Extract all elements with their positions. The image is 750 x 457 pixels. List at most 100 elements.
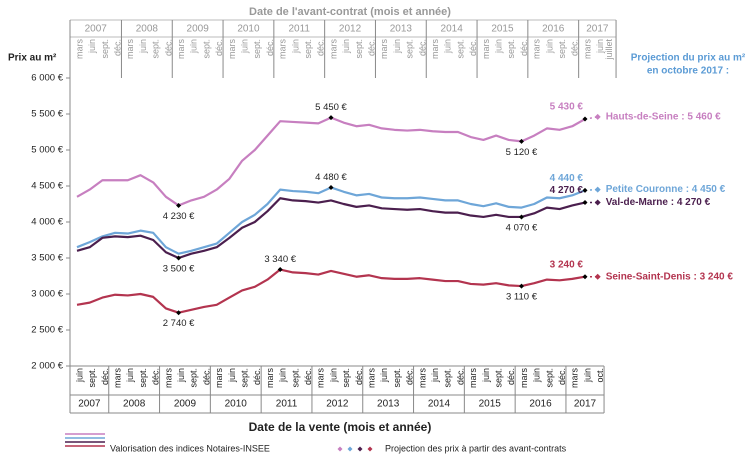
x-tick-label: juin — [328, 368, 338, 383]
y-tick-label: 3 000 € — [31, 289, 63, 300]
x-tick-label: sept. — [290, 368, 300, 388]
x-tick-label: déc. — [252, 368, 262, 385]
x-tick-label: juin — [443, 39, 453, 54]
x-tick-label: déc. — [316, 39, 326, 56]
year-label: 2007 — [85, 24, 108, 35]
year-label: 2014 — [441, 24, 464, 35]
year-label: 2008 — [123, 399, 146, 410]
year-label: 2015 — [491, 24, 514, 35]
value-label: 5 120 € — [506, 147, 538, 158]
x-tick-label: déc. — [303, 368, 313, 385]
x-tick-label: sept. — [252, 39, 262, 59]
year-label: 2008 — [136, 24, 159, 35]
x-tick-label: déc. — [163, 39, 173, 56]
x-tick-label: mars — [328, 39, 338, 59]
value-marker — [176, 255, 182, 261]
legend-label: Valorisation des indices Notaires-INSEE — [110, 443, 270, 453]
x-tick-label: déc. — [201, 368, 211, 385]
x-tick-label: sept. — [443, 368, 453, 388]
value-label: 4 230 € — [163, 211, 195, 222]
year-label: 2017 — [586, 24, 609, 35]
x-tick-label: mars — [125, 39, 135, 59]
value-marker — [176, 310, 182, 316]
value-label: 4 480 € — [315, 172, 347, 183]
x-tick-label: déc. — [506, 368, 516, 385]
x-tick-label: juin — [176, 368, 186, 383]
x-tick-label: juin — [379, 368, 389, 383]
x-tick-label: mars — [316, 368, 326, 388]
x-tick-label: juin — [341, 39, 351, 54]
x-tick-label: déc. — [557, 368, 567, 385]
year-label: 2015 — [479, 399, 502, 410]
x-tick-label: juillet — [604, 39, 614, 61]
projection-marker — [594, 273, 601, 280]
x-tick-label: juin — [595, 39, 605, 54]
value-label: 3 340 € — [264, 254, 296, 265]
year-label: 2013 — [377, 399, 400, 410]
x-tick-label: mars — [468, 368, 478, 388]
year-label: 2007 — [78, 399, 101, 410]
value-label: 4 440 € — [550, 173, 584, 184]
x-tick-label: mars — [417, 368, 427, 388]
value-label: 2 740 € — [163, 318, 195, 329]
value-label: 3 500 € — [163, 264, 195, 275]
x-tick-label: juin — [582, 368, 592, 383]
y-tick-label: 3 500 € — [31, 253, 63, 264]
x-tick-label: déc. — [214, 39, 224, 56]
x-tick-label: sept. — [151, 39, 161, 59]
projection-marker — [594, 113, 601, 120]
x-tick-label: sept. — [354, 39, 364, 59]
x-tick-label: sept. — [303, 39, 313, 59]
x-tick-label: sept. — [239, 368, 249, 388]
y-tick-label: 4 500 € — [31, 181, 63, 192]
value-label: 5 430 € — [550, 102, 584, 113]
x-tick-label: déc. — [417, 39, 427, 56]
y-tick-label: 5 500 € — [31, 109, 63, 120]
right-title: Projection du prix au m² — [631, 53, 746, 64]
x-tick-label: sept. — [557, 39, 567, 59]
x-tick-label: mars — [112, 368, 122, 388]
value-marker — [328, 184, 334, 190]
x-tick-label: mars — [582, 39, 592, 59]
value-label: 3 110 € — [506, 292, 538, 303]
x-tick-label: juin — [278, 368, 288, 383]
x-tick-label: sept. — [506, 39, 516, 59]
x-tick-label: sept. — [87, 368, 97, 388]
year-label: 2016 — [529, 399, 552, 410]
year-label: 2010 — [237, 24, 260, 35]
value-marker — [519, 214, 524, 220]
y-tick-label: 4 000 € — [31, 217, 63, 228]
value-label: 3 240 € — [550, 259, 584, 270]
legend-marker — [357, 446, 363, 452]
x-tick-label: juin — [493, 39, 503, 54]
value-marker — [582, 116, 588, 122]
x-tick-label: sept. — [201, 39, 211, 59]
x-tick-label: mars — [481, 39, 491, 59]
x-tick-label: juin — [392, 39, 402, 54]
x-tick-label: sept. — [341, 368, 351, 388]
legend-marker — [367, 446, 373, 452]
x-tick-label: sept. — [544, 368, 554, 388]
projection-marker — [594, 199, 601, 206]
year-label: 2010 — [225, 399, 248, 410]
year-label: 2009 — [174, 399, 197, 410]
x-tick-label: déc. — [519, 39, 529, 56]
year-label: 2012 — [339, 24, 362, 35]
value-marker — [277, 267, 283, 273]
x-tick-label: mars — [570, 368, 580, 388]
year-label: 2013 — [390, 24, 413, 35]
x-tick-label: mars — [214, 368, 224, 388]
year-label: 2009 — [187, 24, 210, 35]
x-tick-label: sept. — [493, 368, 503, 388]
series-line — [76, 116, 586, 207]
x-tick-label: mars — [532, 39, 542, 59]
x-tick-label: juin — [74, 368, 84, 383]
x-tick-label: mars — [176, 39, 186, 59]
value-marker — [582, 200, 588, 206]
year-label: 2014 — [428, 399, 451, 410]
series-line — [76, 197, 586, 260]
x-tick-label: oct. — [595, 368, 605, 383]
x-tick-label: mars — [379, 39, 389, 59]
x-tick-label: mars — [278, 39, 288, 59]
